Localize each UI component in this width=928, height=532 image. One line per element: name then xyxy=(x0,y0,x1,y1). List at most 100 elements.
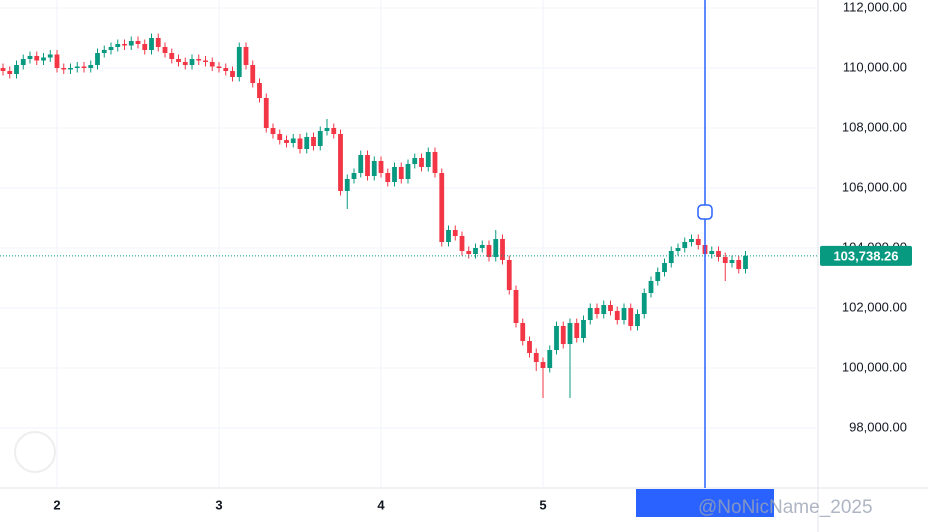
candle-body xyxy=(203,60,208,62)
candle-body xyxy=(61,68,67,70)
candle-body xyxy=(439,173,445,242)
watermark: @NoNicName_2025 xyxy=(698,497,873,518)
candle-body xyxy=(351,173,357,179)
candle-body xyxy=(581,320,586,338)
candle-body xyxy=(176,59,181,62)
candle-body xyxy=(540,362,546,368)
candle-body xyxy=(385,173,391,182)
candle-body xyxy=(716,251,721,257)
candle-body xyxy=(452,230,458,236)
candle-body xyxy=(743,255,748,269)
candle-body xyxy=(317,131,323,146)
candle-body xyxy=(425,152,431,167)
candle-body xyxy=(88,65,94,68)
candle-body xyxy=(527,341,532,353)
candle-body xyxy=(47,54,53,58)
candle-body xyxy=(331,128,337,134)
candle-body xyxy=(34,56,40,61)
candle-body xyxy=(500,239,505,260)
candle-body xyxy=(189,59,195,65)
x-tick-label: 5 xyxy=(539,497,546,512)
candle-body xyxy=(101,50,107,53)
candle-body xyxy=(68,68,73,70)
candle-body xyxy=(54,54,60,68)
candle-body xyxy=(209,62,215,67)
candle-body xyxy=(533,353,539,362)
candle-body xyxy=(358,155,364,173)
candle-body xyxy=(662,263,667,272)
candle-body xyxy=(95,53,100,65)
candle-body xyxy=(547,350,553,368)
crosshair-time-box xyxy=(636,489,774,517)
y-tick-label: 112,000.00 xyxy=(843,0,907,14)
candle-body xyxy=(506,260,512,290)
candle-body xyxy=(14,65,19,74)
candle-body xyxy=(196,59,202,61)
candle-body xyxy=(27,56,33,59)
last-price-box xyxy=(820,245,912,266)
candle-body xyxy=(412,158,418,164)
candle-body xyxy=(284,140,289,143)
candle-body xyxy=(311,137,316,146)
candle-body xyxy=(513,290,519,323)
candle-body xyxy=(608,305,613,311)
candle-body xyxy=(149,38,154,50)
candle-body xyxy=(128,41,134,46)
candle-body xyxy=(635,314,640,326)
candle-body xyxy=(290,138,296,143)
candle-body xyxy=(230,71,235,77)
y-tick-label: 100,000.00 xyxy=(842,359,907,374)
candle-body xyxy=(142,44,148,50)
candle-body xyxy=(0,68,6,71)
candle-body xyxy=(648,281,654,293)
candle-body xyxy=(297,138,303,149)
candle-body xyxy=(338,134,343,191)
candle-body xyxy=(378,161,384,173)
candle-body xyxy=(250,65,256,83)
candle-body xyxy=(371,161,377,176)
y-tick-label: 110,000.00 xyxy=(843,59,907,74)
candle-body xyxy=(135,41,141,44)
candle-body xyxy=(493,239,499,257)
candle-body xyxy=(115,44,121,47)
crosshair-handle xyxy=(697,204,713,220)
candle-body xyxy=(392,167,397,182)
candle-body xyxy=(344,179,350,191)
candle-body xyxy=(263,98,269,128)
candle-body xyxy=(81,66,87,68)
candle-body xyxy=(155,38,161,47)
candle-body xyxy=(729,260,735,263)
y-tick-label: 106,000.00 xyxy=(842,179,907,194)
candle-body xyxy=(560,326,566,344)
candle-body xyxy=(473,248,478,254)
candle-body xyxy=(689,239,694,242)
candle-body xyxy=(7,71,13,74)
candle-body xyxy=(682,242,688,248)
x-tick-label: 2 xyxy=(53,497,60,512)
candle-body xyxy=(601,305,607,314)
candle-body xyxy=(162,47,168,53)
logo-watermark xyxy=(14,431,56,473)
candle-body xyxy=(574,323,580,338)
candle-body xyxy=(655,272,661,281)
y-tick-label: 102,000.00 xyxy=(842,299,907,314)
y-tick-label: 98,000.00 xyxy=(849,419,907,434)
candle-body xyxy=(554,326,559,350)
last-price-label: 103,738.26 xyxy=(833,248,898,263)
candle-body xyxy=(405,164,411,179)
candle-body xyxy=(446,230,451,242)
candle-body xyxy=(108,47,114,50)
candle-body xyxy=(479,245,485,248)
candle-body xyxy=(641,293,647,314)
candle-body xyxy=(324,128,330,131)
candle-body xyxy=(628,308,634,326)
candle-body xyxy=(277,134,283,140)
candle-body xyxy=(587,308,593,320)
candle-body xyxy=(365,155,370,176)
candle-body xyxy=(567,323,573,344)
candle-body xyxy=(74,66,80,68)
candle-body xyxy=(304,137,310,149)
candle-body xyxy=(236,47,242,77)
